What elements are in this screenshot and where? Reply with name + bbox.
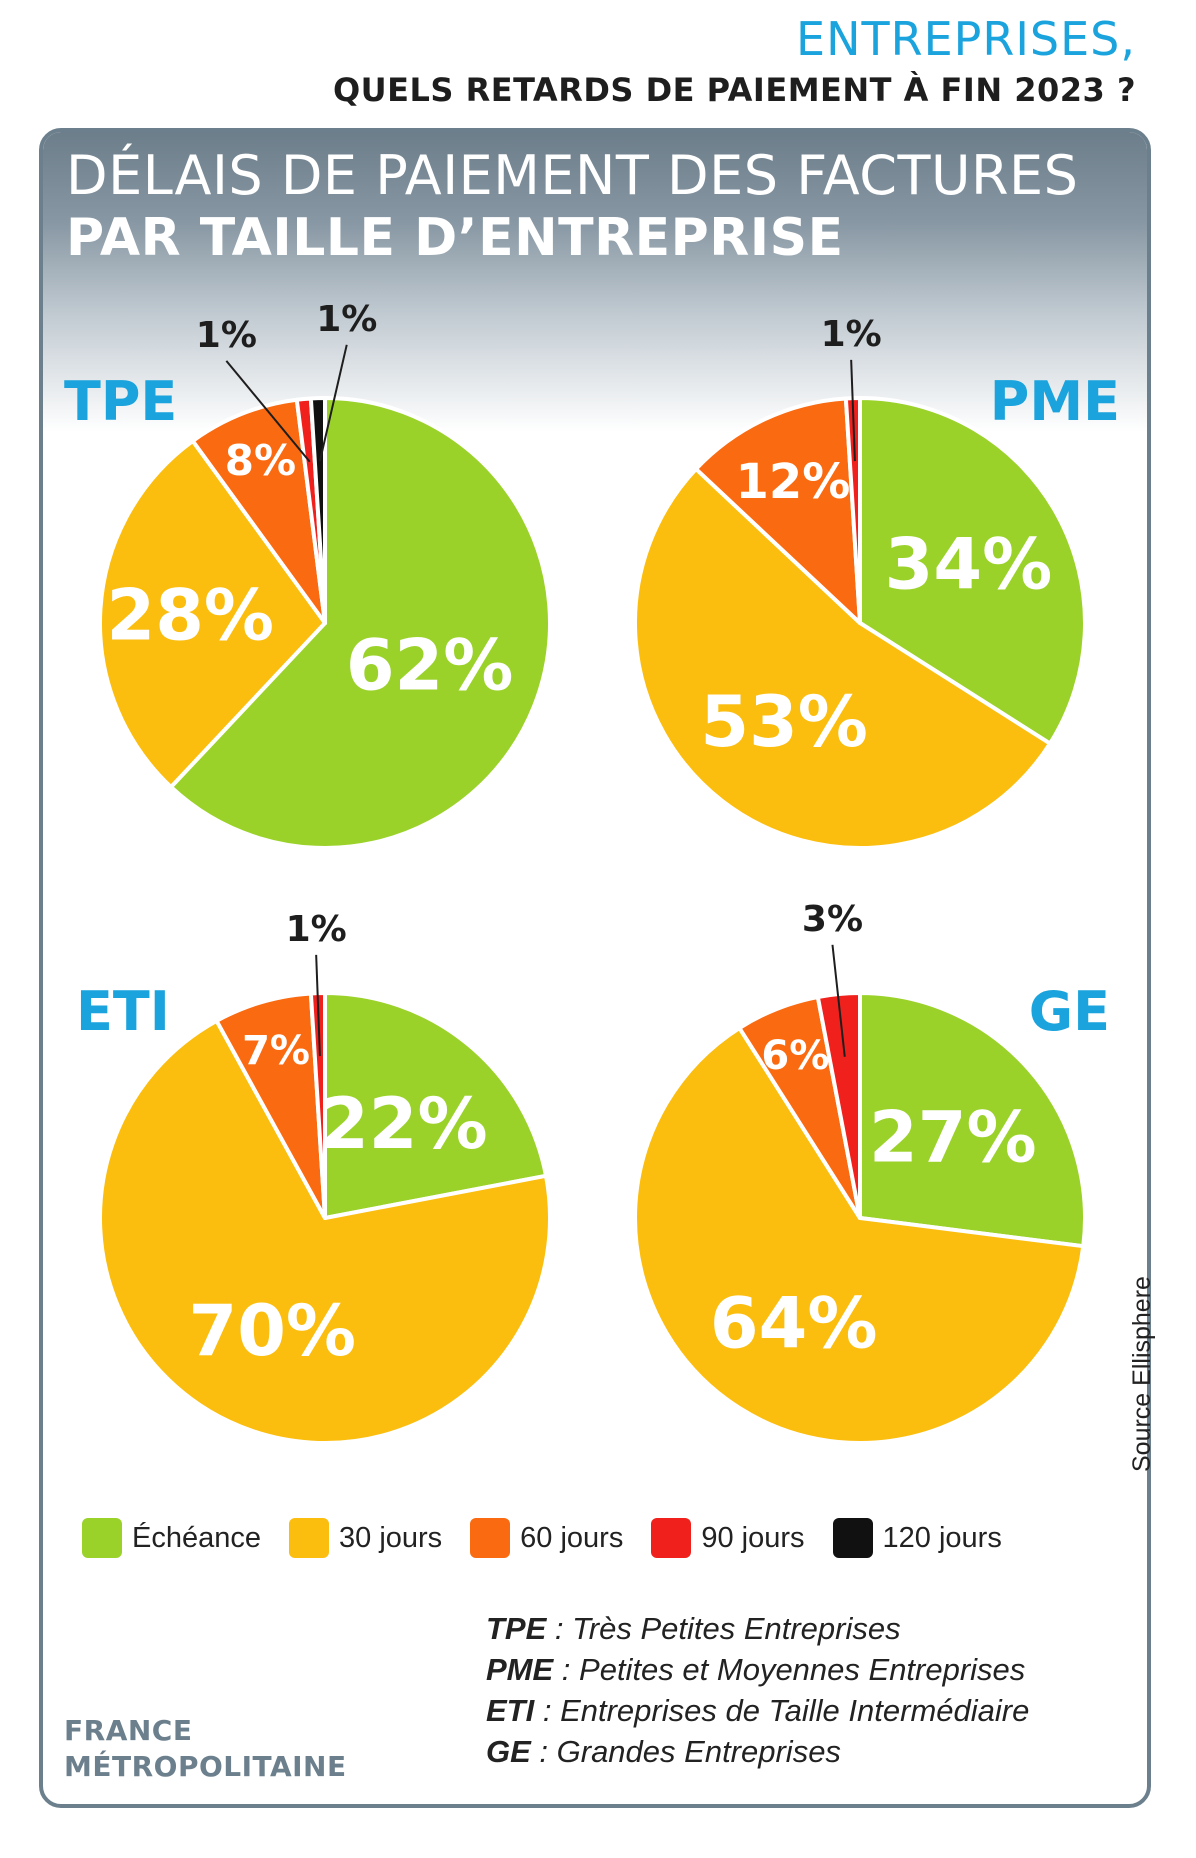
slice-label: 3%	[802, 899, 863, 940]
glossary-abbr: GE	[486, 1734, 531, 1769]
glossary-text: : Petites et Moyennes Entreprises	[553, 1652, 1026, 1687]
card-title: DÉLAIS DE PAIEMENT DES FACTURES	[66, 144, 1079, 207]
legend-item: 30 jours	[289, 1518, 442, 1558]
legend: Échéance 30 jours 60 jours 90 jours 120 jour…	[82, 1518, 1030, 1558]
legend-item: 60 jours	[470, 1518, 623, 1558]
slice-label: 64%	[710, 1283, 878, 1365]
legend-swatch	[289, 1518, 329, 1558]
glossary-text: : Très Petites Entreprises	[546, 1611, 901, 1646]
glossary-row-pme: PME : Petites et Moyennes Entreprises	[486, 1649, 1029, 1690]
legend-item: 120 jours	[832, 1518, 1002, 1558]
pie-slice	[693, 396, 862, 625]
slice-label: 27%	[869, 1096, 1037, 1178]
legend-swatch	[82, 1518, 122, 1558]
glossary-row-tpe: TPE : Très Petites Entreprises	[486, 1608, 1029, 1649]
slice-label: 22%	[320, 1083, 488, 1165]
slice-label: 70%	[189, 1290, 357, 1372]
glossary-text: : Entreprises de Taille Intermédiaire	[534, 1693, 1030, 1728]
slice-label: 6%	[761, 1033, 829, 1079]
pie-slice	[168, 396, 552, 850]
legend-swatch	[470, 1518, 511, 1558]
region-label: FRANCE MÉTROPOLITAINE	[64, 1713, 347, 1785]
source-credit: Source Ellisphere	[1128, 1276, 1156, 1472]
legend-item: Échéance	[82, 1518, 261, 1558]
pie-slice	[98, 438, 327, 790]
pie-title: PME	[990, 370, 1120, 433]
glossary: TPE : Très Petites Entreprises PME : Pet…	[486, 1608, 1029, 1772]
glossary-abbr: TPE	[486, 1611, 547, 1646]
glossary-abbr: PME	[486, 1652, 554, 1687]
legend-label: Échéance	[132, 1521, 261, 1554]
pie-slice	[190, 397, 327, 625]
slice-label: 8%	[225, 436, 296, 485]
pie-title: ETI	[76, 980, 170, 1043]
leader-line	[225, 360, 311, 463]
page-kicker: ENTREPRISES,	[796, 12, 1136, 66]
pie-eti: ETI 22% 70% 7% 1%	[76, 909, 552, 1445]
card-header: DÉLAIS DE PAIEMENT DES FACTURES PAR TAIL…	[43, 132, 1147, 432]
pie-pme: PME 34%53% 12% 1%	[633, 314, 1120, 851]
glossary-row-eti: ETI : Entreprises de Taille Intermédiair…	[486, 1690, 1029, 1731]
pie-title: GE	[1029, 980, 1110, 1043]
slice-label: 7%	[242, 1028, 310, 1074]
legend-swatch	[832, 1518, 873, 1558]
pie-tpe: TPE 62% 28% 8% 1% 1%	[64, 299, 552, 850]
legend-label: 30 jours	[339, 1521, 443, 1554]
legend-label: 120 jours	[882, 1521, 1002, 1554]
pie-slice	[633, 1026, 1086, 1445]
pie-slice	[323, 991, 549, 1220]
slice-label: 1%	[286, 909, 347, 950]
pie-slice	[858, 991, 1087, 1249]
page-headline: QUELS RETARDS DE PAIEMENT À FIN 2023 ?	[332, 71, 1136, 109]
glossary-abbr: ETI	[486, 1693, 535, 1728]
slice-label: 53%	[700, 681, 868, 763]
slice-label: 1%	[316, 299, 377, 340]
leader-line	[850, 359, 856, 462]
pie-ge: GE 27% 64% 6% 3%	[633, 899, 1110, 1445]
slice-label: 1%	[821, 314, 882, 355]
region-line-2: MÉTROPOLITAINE	[64, 1750, 347, 1783]
slice-label: 1%	[196, 315, 257, 356]
leader-line	[315, 954, 321, 1057]
glossary-row-ge: GE : Grandes Entreprises	[486, 1731, 1029, 1772]
pie-slice	[633, 466, 1052, 851]
slice-label: 34%	[885, 524, 1053, 606]
leader-line	[318, 344, 348, 462]
chart-card: DÉLAIS DE PAIEMENT DES FACTURES PAR TAIL…	[39, 128, 1151, 1808]
pie-title: TPE	[64, 370, 177, 433]
leader-line	[831, 944, 846, 1057]
pie-slice	[98, 1018, 552, 1445]
slice-label: 28%	[106, 575, 274, 657]
glossary-text: : Grandes Entreprises	[530, 1734, 841, 1769]
slice-label: 12%	[735, 454, 850, 510]
legend-item: 90 jours	[651, 1518, 805, 1558]
slice-label: 62%	[346, 625, 514, 707]
card-subtitle: PAR TAILLE D’ENTREPRISE	[66, 208, 844, 268]
legend-swatch	[651, 1518, 692, 1558]
legend-label: 60 jours	[520, 1521, 624, 1554]
legend-label: 90 jours	[701, 1521, 805, 1554]
region-line-1: FRANCE	[64, 1714, 193, 1747]
